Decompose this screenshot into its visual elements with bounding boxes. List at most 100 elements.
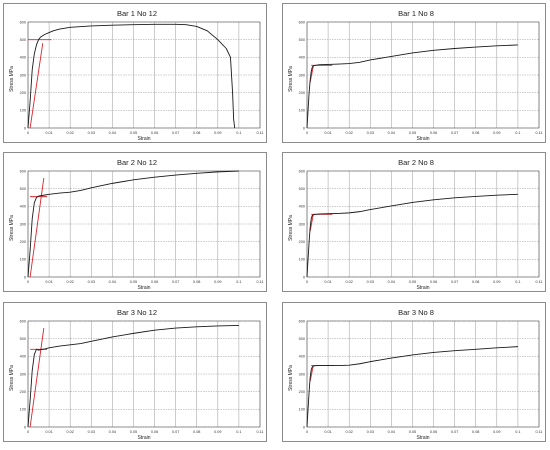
x-tick-label: 0.02 bbox=[345, 430, 352, 434]
chart-panel-bar1-no8: Bar 1 No 8 Strain Stress MPa 0 100 200 300 4… bbox=[282, 3, 546, 143]
x-tick-label: 0.08 bbox=[472, 280, 479, 284]
y-tick-label: 200 bbox=[20, 390, 26, 394]
y-tick-label: 0 bbox=[303, 425, 305, 429]
x-tick-label: 0.02 bbox=[345, 131, 352, 135]
x-tick-label: 0.1 bbox=[515, 131, 520, 135]
y-axis-label: Stress MPa bbox=[288, 215, 294, 241]
x-tick-label: 0.05 bbox=[130, 280, 137, 284]
x-tick-label: 0.07 bbox=[172, 280, 179, 284]
plot-frame bbox=[306, 21, 540, 129]
x-tick-label: 0.1 bbox=[236, 430, 241, 434]
x-tick-label: 0.06 bbox=[430, 430, 437, 434]
x-tick-label: 0.08 bbox=[193, 131, 200, 135]
stress-strain-curve bbox=[27, 170, 239, 278]
y-tick-label: 100 bbox=[20, 408, 26, 412]
x-tick-label: 0.04 bbox=[388, 131, 395, 135]
x-tick-label: 0.06 bbox=[151, 280, 158, 284]
x-tick-label: 0 bbox=[306, 280, 308, 284]
x-axis-label: Strain bbox=[416, 136, 429, 142]
x-tick-label: 0.02 bbox=[66, 430, 73, 434]
x-tick-label: 0.02 bbox=[345, 280, 352, 284]
y-axis-label: Stress MPa bbox=[9, 365, 15, 391]
x-tick-label: 0.03 bbox=[367, 280, 374, 284]
x-tick-label: 0.03 bbox=[88, 280, 95, 284]
x-tick-label: 0.06 bbox=[430, 280, 437, 284]
chart-title: Bar 3 No 8 bbox=[398, 308, 434, 317]
x-tick-label: 0.09 bbox=[493, 430, 500, 434]
y-tick-label: 0 bbox=[303, 126, 305, 130]
x-tick-label: 0.11 bbox=[256, 280, 263, 284]
x-tick-label: 0.11 bbox=[535, 131, 542, 135]
stress-strain-curve bbox=[306, 193, 518, 278]
x-tick-label: 0.07 bbox=[451, 280, 458, 284]
x-tick-label: 0.03 bbox=[367, 131, 374, 135]
y-tick-label: 200 bbox=[20, 240, 26, 244]
x-tick-label: 0.06 bbox=[151, 131, 158, 135]
y-axis-label: Stress MPa bbox=[288, 66, 294, 92]
fit-line bbox=[29, 328, 45, 428]
x-tick-label: 0.01 bbox=[324, 430, 331, 434]
x-tick-label: 0.08 bbox=[193, 430, 200, 434]
x-tick-label: 0.04 bbox=[388, 280, 395, 284]
y-tick-label: 500 bbox=[299, 187, 305, 191]
x-tick-label: 0.09 bbox=[493, 131, 500, 135]
x-tick-label: 0.03 bbox=[367, 430, 374, 434]
x-tick-label: 0.04 bbox=[388, 430, 395, 434]
chart-panel-bar2-no12: Bar 2 No 12 Strain Stress MPa 0 100 200 300… bbox=[3, 152, 267, 292]
chart-panel-bar1-no12: Bar 1 No 12 Strain Stress MPa 0 100 200 300… bbox=[3, 3, 267, 143]
y-axis-label: Stress MPa bbox=[9, 66, 15, 92]
y-tick-label: 0 bbox=[303, 275, 305, 279]
x-axis-label: Strain bbox=[416, 285, 429, 291]
x-tick-label: 0.05 bbox=[130, 430, 137, 434]
x-tick-label: 0.05 bbox=[130, 131, 137, 135]
y-tick-label: 600 bbox=[299, 169, 305, 173]
fit-line bbox=[309, 365, 314, 382]
y-tick-label: 500 bbox=[299, 38, 305, 42]
y-tick-label: 200 bbox=[299, 91, 305, 95]
stress-strain-curve bbox=[27, 23, 236, 129]
chart-panel-bar3-no8: Bar 3 No 8 Strain Stress MPa 0 100 200 300 4… bbox=[282, 302, 546, 442]
stress-strain-chart: Bar 1 No 8 Strain Stress MPa 0 100 200 300 4… bbox=[288, 9, 543, 142]
y-tick-label: 600 bbox=[299, 20, 305, 24]
y-tick-label: 500 bbox=[299, 337, 305, 341]
y-tick-label: 100 bbox=[20, 258, 26, 262]
fit-line bbox=[309, 214, 314, 232]
plot-frame bbox=[306, 320, 540, 428]
x-tick-label: 0.01 bbox=[324, 280, 331, 284]
y-tick-label: 600 bbox=[20, 20, 26, 24]
y-tick-label: 600 bbox=[20, 169, 26, 173]
y-tick-label: 0 bbox=[24, 126, 26, 130]
stress-strain-chart: Bar 1 No 12 Strain Stress MPa 0 100 200 300… bbox=[9, 9, 264, 142]
y-tick-label: 300 bbox=[20, 372, 26, 376]
x-axis-label: Strain bbox=[416, 435, 429, 441]
y-tick-label: 0 bbox=[24, 275, 26, 279]
fit-line bbox=[29, 43, 44, 129]
x-tick-label: 0.02 bbox=[66, 131, 73, 135]
stress-strain-chart: Bar 3 No 8 Strain Stress MPa 0 100 200 300 4… bbox=[288, 308, 543, 441]
y-tick-label: 600 bbox=[299, 319, 305, 323]
y-tick-label: 600 bbox=[20, 319, 26, 323]
y-tick-label: 400 bbox=[20, 355, 26, 359]
x-tick-label: 0.01 bbox=[324, 131, 331, 135]
y-tick-label: 400 bbox=[299, 205, 305, 209]
x-tick-label: 0.11 bbox=[256, 131, 263, 135]
y-tick-label: 100 bbox=[20, 109, 26, 113]
stress-strain-chart: Bar 2 No 8 Strain Stress MPa 0 100 200 300 4… bbox=[288, 158, 543, 291]
x-tick-label: 0.04 bbox=[109, 131, 116, 135]
chart-title: Bar 1 No 12 bbox=[117, 9, 157, 18]
y-tick-label: 200 bbox=[299, 240, 305, 244]
y-tick-label: 300 bbox=[20, 222, 26, 226]
x-tick-label: 0.01 bbox=[45, 430, 52, 434]
x-tick-label: 0 bbox=[306, 430, 308, 434]
x-tick-label: 0.03 bbox=[88, 131, 95, 135]
x-axis-label: Strain bbox=[137, 435, 150, 441]
x-tick-label: 0.05 bbox=[409, 430, 416, 434]
y-tick-label: 500 bbox=[20, 187, 26, 191]
x-axis-label: Strain bbox=[137, 136, 150, 142]
stress-strain-curve bbox=[27, 324, 239, 428]
x-tick-label: 0.05 bbox=[409, 280, 416, 284]
x-tick-label: 0.03 bbox=[88, 430, 95, 434]
chart-panel-bar3-no12: Bar 3 No 12 Strain Stress MPa 0 100 200 300… bbox=[3, 302, 267, 442]
y-tick-label: 300 bbox=[299, 73, 305, 77]
y-tick-label: 100 bbox=[299, 258, 305, 262]
